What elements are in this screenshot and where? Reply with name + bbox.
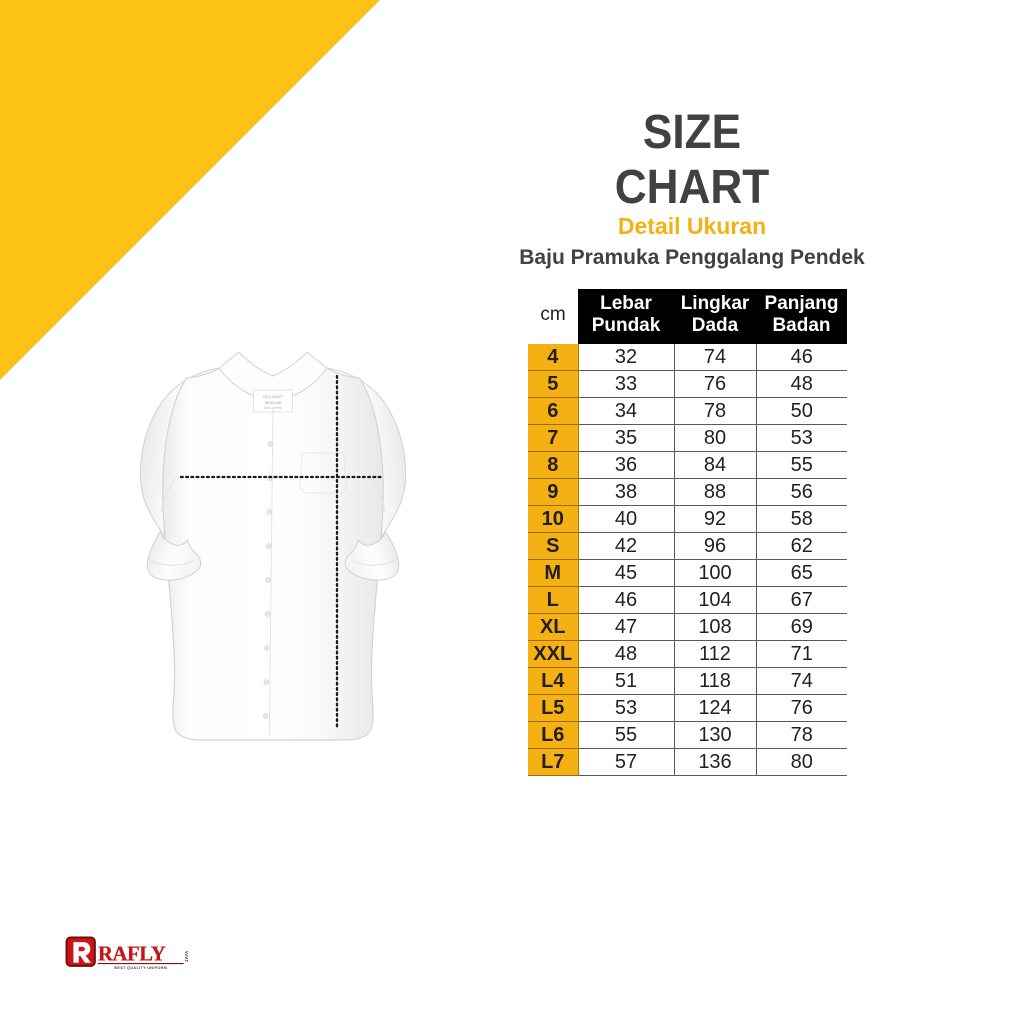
svg-text:REGULAR: REGULAR bbox=[265, 401, 282, 405]
svg-text:BEST QUALITY UNIFORM: BEST QUALITY UNIFORM bbox=[114, 966, 167, 970]
svg-text:JAYA: JAYA bbox=[184, 950, 189, 962]
svg-text:RAFLY: RAFLY bbox=[98, 943, 166, 965]
svg-text:OLD NAVY: OLD NAVY bbox=[263, 394, 283, 399]
